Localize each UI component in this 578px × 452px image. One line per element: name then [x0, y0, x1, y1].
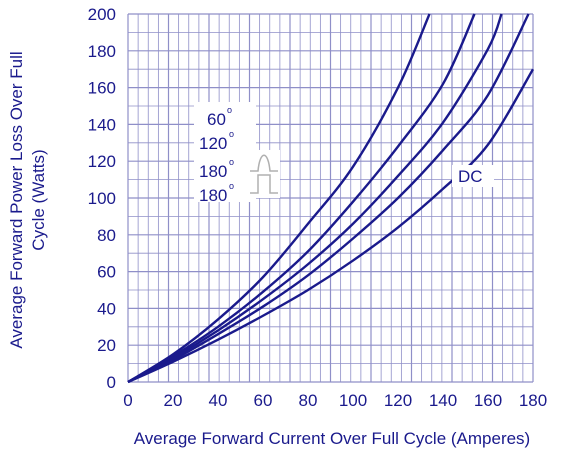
y-tick-label: 20 [97, 336, 116, 355]
curve-1 [127, 13, 431, 384]
x-tick-label: 120 [384, 391, 412, 410]
curve-5 [127, 68, 535, 384]
half-sine-wave-icon [250, 154, 278, 172]
label-180-b: 180 [199, 186, 227, 205]
x-tick-label: 140 [429, 391, 457, 410]
y-tick-label: 180 [88, 42, 116, 61]
x-tick-label: 0 [123, 391, 132, 410]
curve-2 [127, 13, 476, 384]
label-dc: DC [458, 167, 483, 186]
curve-3 [127, 13, 503, 384]
x-axis-title: Average Forward Current Over Full Cycle … [134, 429, 530, 448]
y-tick-label: 60 [97, 263, 116, 282]
label-60: 60 [207, 110, 226, 129]
square-wave-icon [250, 174, 278, 194]
x-tick-label: 60 [254, 391, 273, 410]
y-tick-label: 200 [88, 5, 116, 24]
label-backdrop [194, 102, 256, 202]
waveform-backdrop [248, 150, 280, 198]
curve-4 [127, 13, 530, 384]
dc-label-backdrop [452, 165, 494, 187]
y-tick-label: 120 [88, 152, 116, 171]
degree-180-b: o [229, 181, 234, 191]
curves [127, 13, 535, 384]
y-tick-label: 0 [107, 373, 116, 392]
x-tick-label: 100 [339, 391, 367, 410]
y-tick-label: 80 [97, 226, 116, 245]
x-tick-labels: 0 20 40 60 80 100 120 140 160 180 [123, 391, 547, 410]
y-tick-labels: 0 20 40 60 80 100 120 140 160 180 200 [88, 5, 116, 392]
y-axis-title-line1: Average Forward Power Loss Over Full [7, 51, 26, 348]
degree-180-a: o [229, 157, 234, 167]
y-tick-label: 40 [97, 299, 116, 318]
x-tick-label: 180 [519, 391, 547, 410]
x-tick-label: 80 [299, 391, 318, 410]
y-tick-label: 160 [88, 79, 116, 98]
x-tick-label: 160 [474, 391, 502, 410]
x-tick-label: 20 [164, 391, 183, 410]
label-180-a: 180 [199, 162, 227, 181]
degree-60: o [227, 105, 232, 115]
degree-120: o [229, 129, 234, 139]
y-tick-label: 140 [88, 115, 116, 134]
x-tick-label: 40 [209, 391, 228, 410]
y-axis-title-line2: Cycle (Watts) [29, 149, 48, 250]
y-tick-label: 100 [88, 189, 116, 208]
label-120: 120 [199, 134, 227, 153]
